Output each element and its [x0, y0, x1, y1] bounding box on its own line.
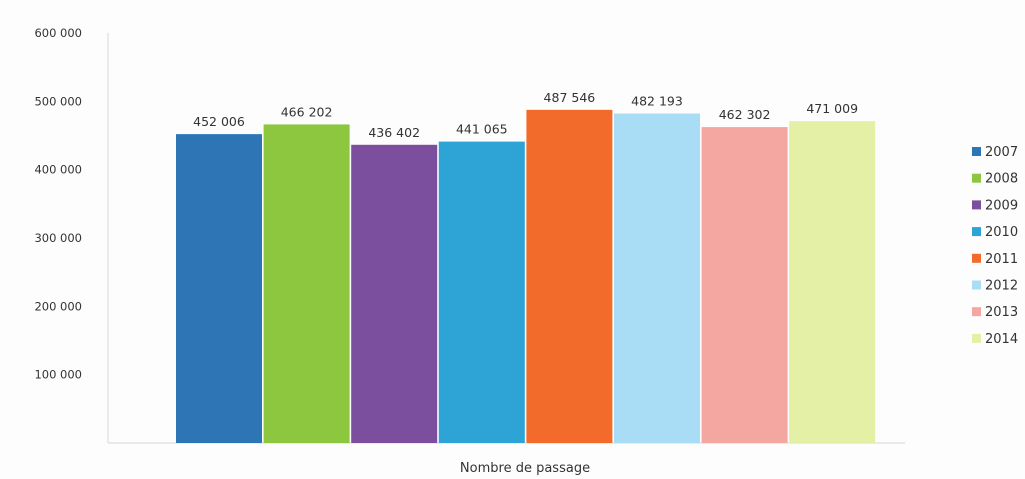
- legend-label-2013: 2013: [985, 305, 1018, 320]
- bar-2009: [351, 144, 438, 443]
- y-tick-label: 400 000: [34, 163, 82, 177]
- legend-label-2010: 2010: [985, 225, 1018, 240]
- bar-2012: [614, 113, 700, 443]
- data-label-2007: 452 006: [193, 114, 245, 129]
- y-tick-label: 200 000: [34, 299, 82, 313]
- data-label-2009: 436 402: [368, 125, 420, 140]
- x-axis-label: Nombre de passage: [460, 461, 590, 476]
- legend-label-2014: 2014: [985, 332, 1018, 347]
- legend-swatch-2008: [972, 173, 981, 183]
- legend-swatch-2012: [972, 280, 981, 290]
- legend-label-2008: 2008: [985, 172, 1018, 187]
- y-tick-label: 100 000: [34, 368, 82, 382]
- data-label-2011: 487 546: [544, 90, 596, 105]
- bar-2008: [263, 124, 350, 443]
- data-label-2013: 462 302: [719, 107, 771, 122]
- legend-swatch-2009: [972, 200, 981, 210]
- legend-swatch-2013: [972, 307, 981, 317]
- legend-swatch-2011: [972, 253, 981, 263]
- data-label-2014: 471 009: [806, 101, 858, 116]
- data-label-2012: 482 193: [631, 94, 683, 109]
- y-tick-label: 500 000: [34, 94, 82, 108]
- y-tick-label: 600 000: [34, 26, 82, 40]
- bar-2013: [701, 127, 788, 444]
- data-label-2008: 466 202: [281, 104, 333, 119]
- bar-2007: [176, 134, 262, 444]
- bar-2011: [526, 109, 613, 443]
- legend-label-2011: 2011: [985, 252, 1018, 267]
- legend-label-2012: 2012: [985, 279, 1018, 294]
- data-label-2010: 441 065: [456, 122, 508, 137]
- legend-label-2007: 2007: [985, 145, 1018, 160]
- bar-2010: [438, 141, 525, 443]
- bar-2014: [789, 121, 876, 443]
- legend-label-2009: 2009: [985, 198, 1018, 213]
- bars: 452 006 466 202 436 402 441 065 487 546 482 1…: [176, 90, 876, 444]
- y-tick-label: 300 000: [34, 231, 82, 245]
- legend: 2007 2008 2009 2010 2011 2012 2013 2014: [972, 145, 1018, 347]
- legend-swatch-2014: [972, 333, 981, 343]
- legend-swatch-2010: [972, 227, 981, 237]
- legend-swatch-2007: [972, 147, 981, 156]
